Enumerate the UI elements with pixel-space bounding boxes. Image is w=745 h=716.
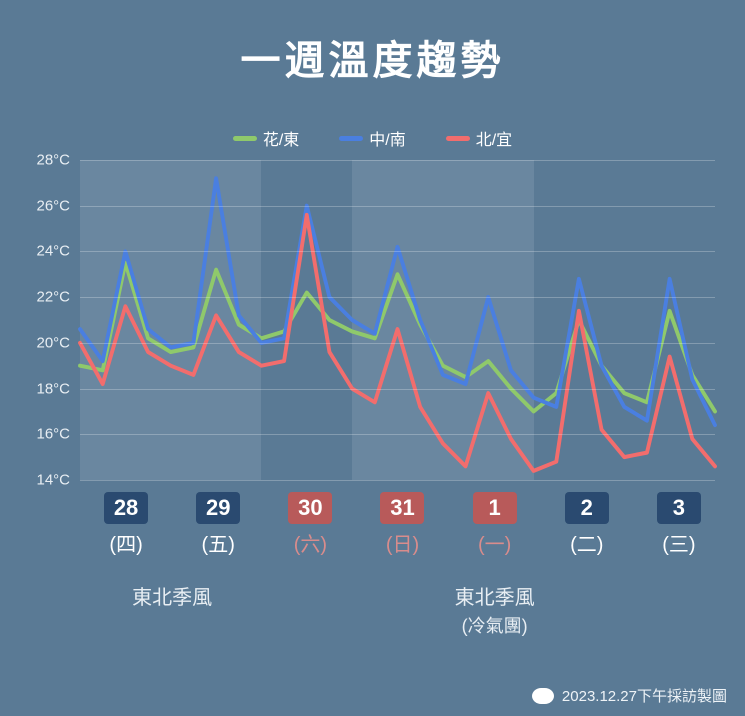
y-axis: 14°C16°C18°C20°C22°C24°C26°C28°C	[20, 160, 76, 480]
y-tick-label: 14°C	[36, 472, 70, 489]
annotation	[264, 581, 356, 638]
legend-label: 花/東	[263, 126, 299, 150]
annotation-main: 東北季風	[80, 581, 264, 610]
gridline	[80, 160, 715, 161]
footer-text: 2023.12.27下午採訪製圖	[562, 685, 727, 706]
day-badge: 2	[565, 492, 609, 524]
day-badge: 29	[196, 492, 240, 524]
annotations: 東北季風東北季風(冷氣團)	[80, 581, 725, 638]
y-tick-label: 16°C	[36, 426, 70, 443]
gridline	[80, 251, 715, 252]
day-column: 2 (二)	[541, 492, 633, 557]
day-column: 30 (六)	[264, 492, 356, 557]
legend-swatch	[446, 136, 470, 141]
y-tick-label: 26°C	[36, 197, 70, 214]
legend: 花/東 中/南 北/宜	[0, 126, 745, 150]
day-column: 3 (三)	[633, 492, 725, 557]
legend-swatch	[339, 136, 363, 141]
annotation: 東北季風	[80, 581, 264, 638]
day-badge: 30	[288, 492, 332, 524]
day-weekday: (六)	[264, 528, 356, 557]
day-column: 28 (四)	[80, 492, 172, 557]
chart: 14°C16°C18°C20°C22°C24°C26°C28°C	[20, 160, 725, 480]
legend-item: 北/宜	[446, 126, 512, 150]
day-weekday: (五)	[172, 528, 264, 557]
day-column: 1 (一)	[449, 492, 541, 557]
x-axis: 28 (四) 29 (五) 30 (六) 31 (日) 1 (一) 2 (二) 3 (三)	[80, 492, 725, 557]
gridline	[80, 389, 715, 390]
legend-label: 北/宜	[476, 126, 512, 150]
annotation-sub: (冷氣團)	[356, 612, 632, 638]
day-weekday: (一)	[449, 528, 541, 557]
y-tick-label: 18°C	[36, 380, 70, 397]
y-tick-label: 20°C	[36, 334, 70, 351]
page-title: 一週溫度趨勢	[0, 0, 745, 86]
y-tick-label: 28°C	[36, 152, 70, 169]
gridline	[80, 297, 715, 298]
gridline	[80, 206, 715, 207]
day-weekday: (四)	[80, 528, 172, 557]
day-badge: 28	[104, 492, 148, 524]
y-tick-label: 24°C	[36, 243, 70, 260]
day-badge: 31	[380, 492, 424, 524]
footer: 2023.12.27下午採訪製圖	[532, 685, 727, 706]
plot-area	[80, 160, 715, 480]
day-weekday: (二)	[541, 528, 633, 557]
annotation-main: 東北季風	[356, 581, 632, 610]
gridline	[80, 434, 715, 435]
logo-icon	[532, 688, 554, 704]
day-badge: 1	[473, 492, 517, 524]
legend-item: 花/東	[233, 126, 299, 150]
legend-label: 中/南	[369, 126, 405, 150]
day-column: 29 (五)	[172, 492, 264, 557]
day-weekday: (三)	[633, 528, 725, 557]
annotation: 東北季風(冷氣團)	[356, 581, 632, 638]
day-column: 31 (日)	[356, 492, 448, 557]
line-series	[80, 160, 715, 480]
day-badge: 3	[657, 492, 701, 524]
legend-swatch	[233, 136, 257, 141]
day-weekday: (日)	[356, 528, 448, 557]
gridline	[80, 480, 715, 481]
annotation	[633, 581, 725, 638]
y-tick-label: 22°C	[36, 289, 70, 306]
legend-item: 中/南	[339, 126, 405, 150]
gridline	[80, 343, 715, 344]
